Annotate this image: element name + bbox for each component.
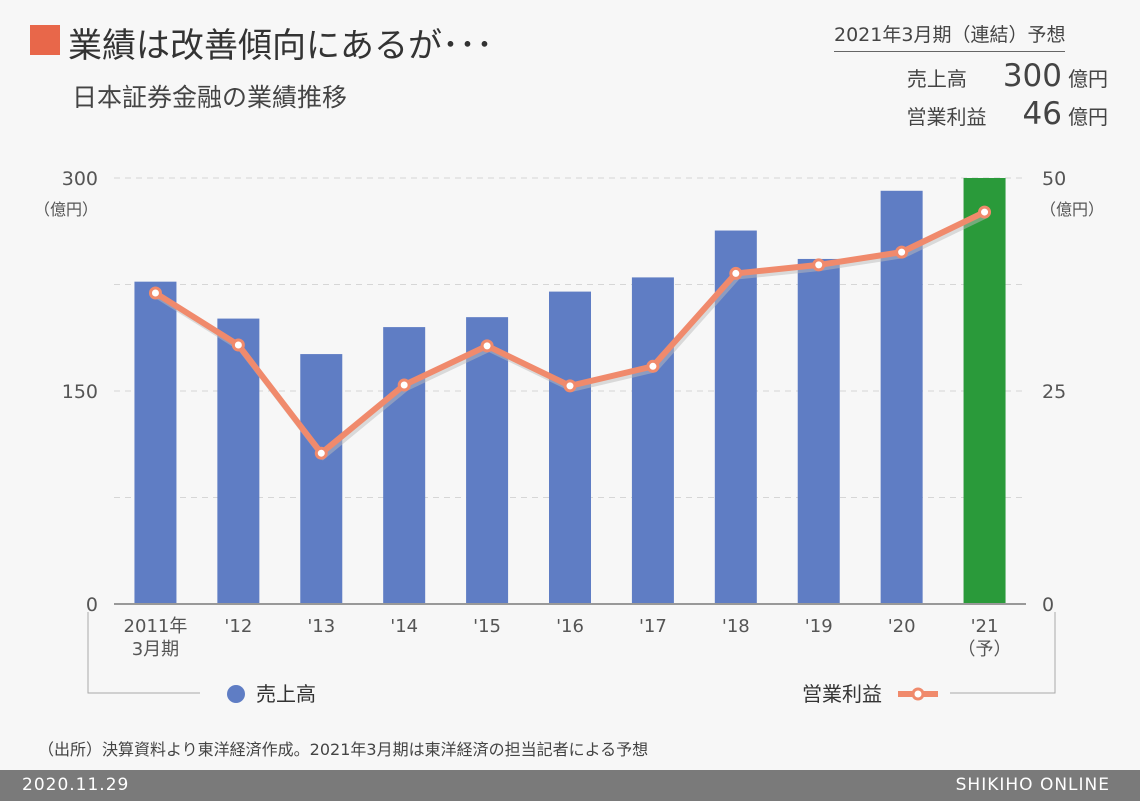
footer-date: 2020.11.29	[22, 775, 130, 795]
line-point-5	[563, 379, 577, 393]
left-tick-label: 300	[62, 168, 98, 190]
x-tick-label: '12	[224, 616, 252, 637]
line-point-6	[646, 359, 660, 373]
bar-5	[549, 291, 591, 604]
unit: 億円	[1068, 67, 1108, 91]
footer: 2020.11.29 SHIKIHO ONLINE	[0, 770, 1140, 801]
x-tick-label: '16	[556, 616, 584, 637]
right-axis-unit: （億円）	[1040, 200, 1104, 219]
left-tick-label: 0	[86, 594, 98, 616]
legend-frame-left	[87, 612, 200, 694]
bar-6	[631, 277, 674, 604]
x-tick-label: 2011年	[124, 616, 188, 637]
chart-subtitle: 日本証券金融の業績推移	[72, 83, 348, 112]
line-point-8	[812, 258, 826, 272]
line-point-0	[148, 286, 162, 300]
legend-sales-label: 売上高	[256, 682, 316, 706]
label: 営業利益	[906, 105, 987, 129]
left-axis-unit: （億円）	[34, 200, 98, 219]
x-tick-label: '13	[307, 616, 335, 637]
x-tick-label: '19	[805, 616, 833, 637]
value: 300	[1002, 58, 1062, 94]
forecast-sales: 売上高 300 億円	[907, 58, 1108, 94]
forecast-op-profit: 営業利益 46 億円	[907, 96, 1108, 132]
x-tick-label: '15	[473, 616, 501, 637]
bar-2	[300, 354, 343, 604]
right-tick-label: 50	[1042, 168, 1066, 190]
x-tick-label: '17	[639, 616, 667, 637]
legend-frame-right	[950, 612, 1056, 694]
title-marker	[30, 25, 60, 55]
line-point-1	[231, 338, 245, 352]
forecast-heading: 2021年3月期（連結）予想	[834, 20, 1066, 52]
line-point-2	[314, 446, 328, 460]
line-point-3	[397, 378, 411, 392]
bar-3	[383, 327, 426, 604]
x-tick-label: '14	[390, 616, 418, 637]
right-tick-label: 0	[1042, 594, 1054, 616]
x-tick-label: '20	[888, 616, 916, 637]
bar-10	[963, 178, 1006, 604]
legend-op-profit-label: 営業利益	[802, 682, 882, 706]
footer-brand: SHIKIHO ONLINE	[955, 775, 1110, 795]
line-point-7	[729, 266, 743, 280]
line-point-9	[895, 245, 909, 259]
bar-4	[466, 317, 509, 604]
line-point-4	[480, 339, 494, 353]
bar-0	[134, 281, 177, 604]
label: 売上高	[906, 67, 967, 91]
line-point-10	[978, 205, 992, 219]
bar-8	[797, 258, 840, 604]
x-tick-label: （予）	[958, 639, 1012, 660]
x-tick-label: 3月期	[132, 639, 179, 660]
legend-line-marker	[911, 687, 925, 701]
left-tick-label: 150	[62, 381, 98, 403]
x-tick-label: '18	[722, 616, 750, 637]
source-note: （出所）決算資料より東洋経済作成。2021年3月期は東洋経済の担当記者による予想	[38, 740, 649, 759]
chart-title: 業績は改善傾向にあるが･･･	[68, 26, 493, 66]
x-tick-label: '21	[971, 616, 999, 637]
unit: 億円	[1068, 105, 1108, 129]
value: 46	[1022, 96, 1062, 132]
right-tick-label: 25	[1042, 381, 1066, 403]
legend-bar-icon	[227, 685, 245, 703]
